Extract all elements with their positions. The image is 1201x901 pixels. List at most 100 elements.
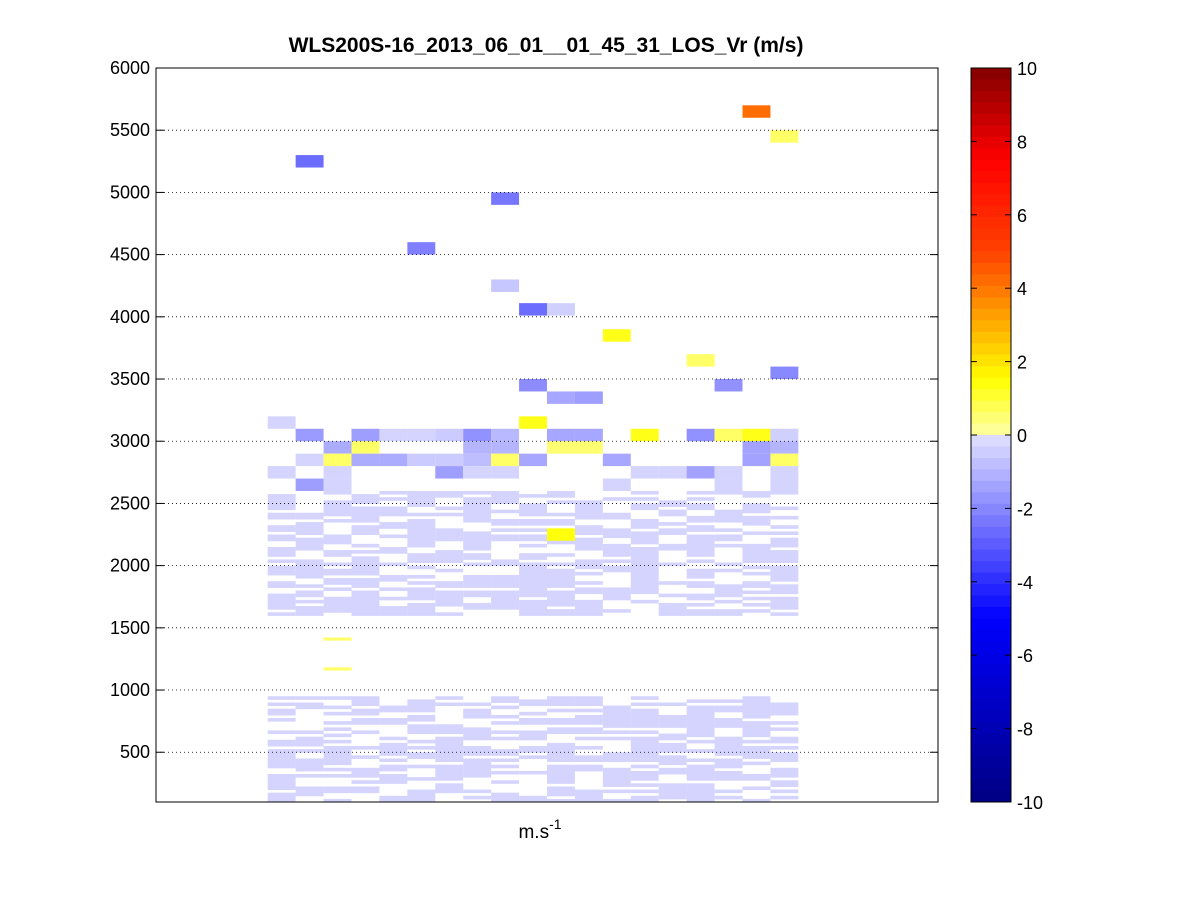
- heatmap-band-cell: [435, 528, 464, 532]
- heatmap-band-cell: [351, 767, 380, 772]
- heatmap-band-cell: [686, 584, 715, 588]
- heatmap-band-cell: [630, 506, 659, 511]
- heatmap-band-cell: [267, 786, 296, 791]
- heatmap-cell: [491, 453, 520, 467]
- heatmap-band-cell: [547, 568, 575, 573]
- heatmap-band-cell: [658, 581, 687, 585]
- heatmap-band-cell: [770, 531, 799, 536]
- heatmap-band-cell: [602, 718, 631, 722]
- heatmap-band-cell: [742, 556, 771, 560]
- heatmap-band-cell: [574, 767, 603, 772]
- heatmap-band-cell: [519, 730, 547, 735]
- heatmap-band-cell: [491, 705, 520, 710]
- heatmap-band-cell: [658, 522, 687, 526]
- colorbar-tick-label: 8: [1017, 132, 1027, 152]
- heatmap-band-cell: [658, 528, 687, 532]
- heatmap-cell: [519, 303, 547, 316]
- heatmap-band-cell: [519, 503, 547, 508]
- heatmap-band-cell: [602, 780, 631, 784]
- colorbar-swatch: [971, 400, 1011, 413]
- heatmap-band-cell: [714, 761, 743, 766]
- heatmap-band-cell: [519, 798, 547, 803]
- heatmap-band-cell: [351, 612, 380, 616]
- heatmap-band-cell: [379, 742, 408, 747]
- heatmap-band-cell: [351, 494, 380, 498]
- heatmap-band-cell: [379, 609, 408, 613]
- heatmap-band-cell: [547, 742, 575, 747]
- heatmap-band-cell: [407, 609, 436, 613]
- heatmap-band-cell: [379, 708, 408, 713]
- heatmap-band-cell: [602, 798, 631, 803]
- heatmap-band-cell: [742, 494, 771, 498]
- colorbar-swatch: [971, 79, 1011, 92]
- heatmap-band-cell: [630, 783, 659, 787]
- heatmap-band-cell: [435, 767, 464, 772]
- heatmap-band-cell: [602, 559, 631, 564]
- colorbar-swatch: [971, 561, 1011, 574]
- heatmap-band-cell: [714, 699, 743, 703]
- heatmap-band-cell: [267, 559, 296, 564]
- heatmap-band-cell: [742, 721, 771, 725]
- heatmap-band-cell: [686, 550, 715, 554]
- heatmap-band-cell: [407, 534, 436, 539]
- colorbar-swatch: [971, 503, 1011, 516]
- heatmap-band-cell: [519, 587, 547, 592]
- heatmap-band-cell: [323, 587, 352, 592]
- heatmap-band-cell: [547, 755, 575, 759]
- heatmap-band-cell: [351, 702, 380, 707]
- heatmap-band-cell: [714, 518, 743, 523]
- heatmap-cell: [602, 329, 631, 342]
- heatmap-band-cell: [770, 540, 799, 545]
- colorbar-swatch: [971, 572, 1011, 585]
- heatmap-band-cell: [491, 721, 520, 725]
- heatmap-band-cell: [686, 721, 715, 725]
- heatmap-band-cell: [547, 798, 575, 803]
- heatmap-band-cell: [323, 596, 352, 601]
- heatmap-band-cell: [463, 730, 492, 735]
- heatmap-band-cell: [379, 764, 408, 769]
- heatmap-band-cell: [267, 584, 296, 588]
- x-axis-label-base: m.s: [518, 822, 549, 843]
- heatmap-band-cell: [547, 590, 575, 595]
- colorbar-tick-label: 2: [1017, 353, 1027, 373]
- heatmap-band-cell: [658, 733, 687, 738]
- heatmap-band-cell: [351, 593, 380, 598]
- heatmap-band-cell: [742, 752, 771, 756]
- heatmap-band-cell: [491, 494, 520, 498]
- colorbar-tick-label: 6: [1017, 206, 1027, 226]
- heatmap-band-cell: [379, 774, 408, 778]
- heatmap-band-cell: [323, 786, 352, 791]
- heatmap-band-cell: [686, 602, 715, 607]
- heatmap-band-cell: [686, 593, 715, 598]
- heatmap-band-cell: [463, 767, 492, 772]
- heatmap-band-cell: [602, 590, 631, 595]
- heatmap-band-cell: [351, 500, 380, 504]
- heatmap-band-cell: [267, 515, 296, 520]
- heatmap-band-cell: [574, 525, 603, 529]
- heatmap-band-cell: [351, 565, 380, 570]
- heatmap-band-cell: [742, 711, 771, 716]
- colorbar-swatch: [971, 446, 1011, 459]
- heatmap-band-cell: [295, 764, 324, 769]
- colorbar-swatch: [971, 412, 1011, 425]
- heatmap-band-cell: [519, 602, 547, 607]
- heatmap-band-cell: [742, 724, 771, 728]
- heatmap-band-cell: [630, 752, 659, 756]
- heatmap-band-cell: [323, 609, 352, 613]
- heatmap-band-cell: [491, 581, 520, 585]
- heatmap-band-cell: [686, 571, 715, 576]
- heatmap-band-cell: [630, 798, 659, 803]
- heatmap-band-cell: [379, 596, 408, 601]
- heatmap-band-cell: [519, 721, 547, 725]
- colorbar-tick-label: -8: [1017, 720, 1033, 740]
- heatmap-band-cell: [379, 746, 408, 750]
- heatmap-band-cell: [602, 568, 631, 573]
- heatmap-band-cell: [295, 522, 324, 526]
- heatmap-band-cell: [686, 568, 715, 573]
- heatmap-band-cell: [686, 537, 715, 542]
- heatmap-band-cell: [267, 503, 296, 508]
- heatmap-band-cell: [491, 559, 520, 564]
- heatmap-band-cell: [267, 730, 296, 735]
- heatmap-band-cell: [295, 774, 324, 778]
- heatmap-cell: [602, 478, 631, 491]
